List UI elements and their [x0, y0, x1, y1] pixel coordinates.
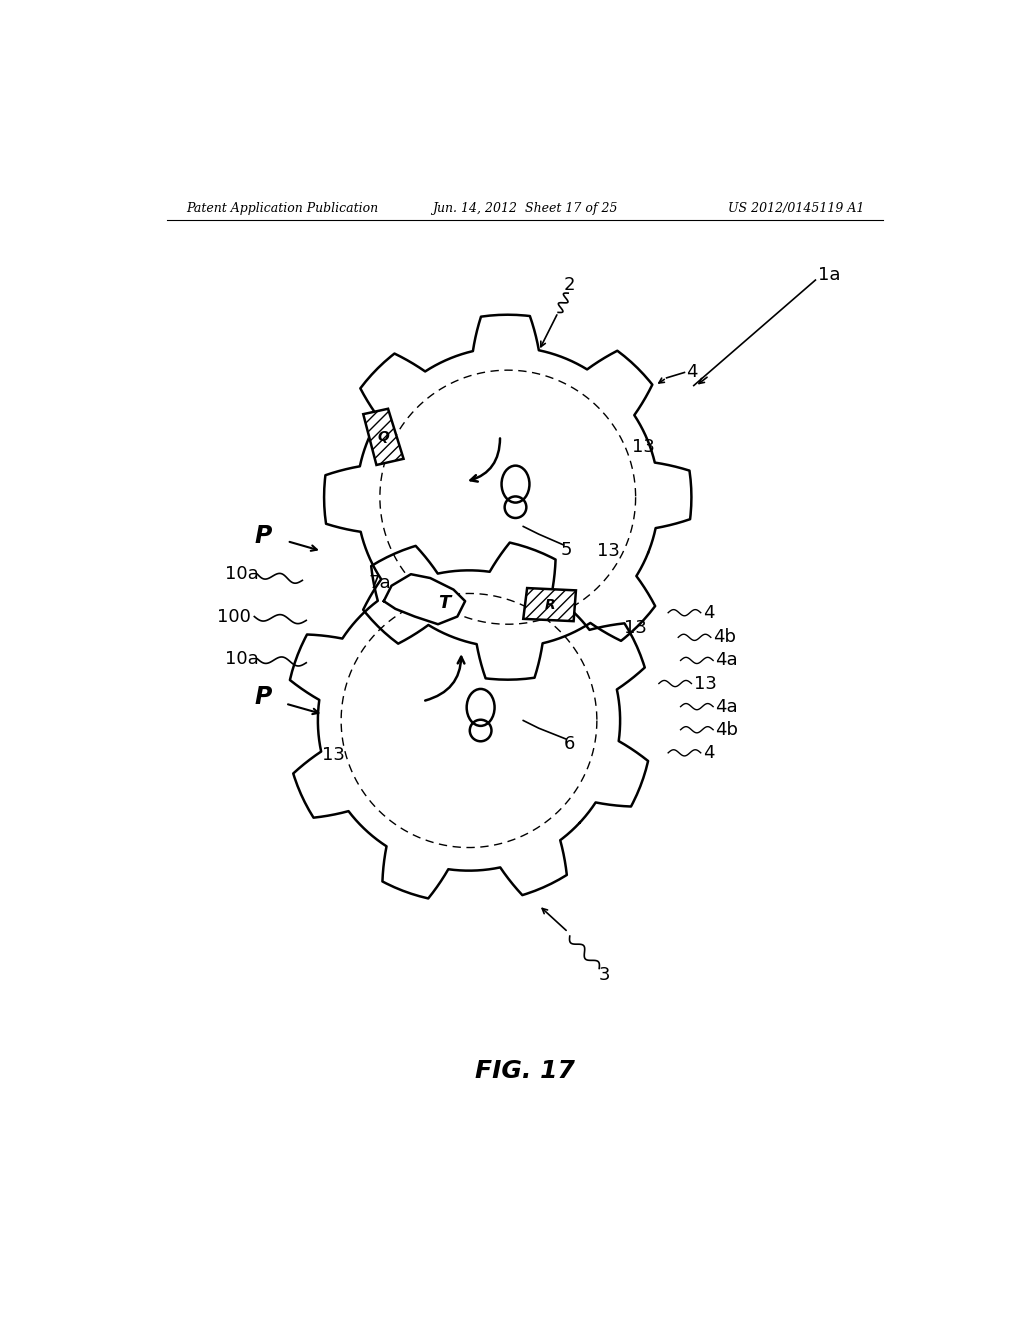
Text: 5: 5	[560, 541, 571, 558]
Polygon shape	[523, 589, 575, 622]
Text: 4: 4	[703, 603, 715, 622]
Text: 1a: 1a	[818, 267, 841, 284]
Polygon shape	[523, 589, 575, 622]
Text: T: T	[438, 594, 451, 611]
Text: 3: 3	[599, 966, 610, 983]
Text: 4: 4	[686, 363, 697, 381]
Text: R: R	[545, 598, 556, 612]
Text: Patent Application Publication: Patent Application Publication	[186, 202, 378, 215]
Text: 7a: 7a	[369, 574, 391, 593]
Text: 13: 13	[693, 675, 717, 693]
Polygon shape	[364, 409, 403, 465]
Text: 13: 13	[632, 438, 654, 457]
Text: Jun. 14, 2012  Sheet 17 of 25: Jun. 14, 2012 Sheet 17 of 25	[432, 202, 617, 215]
Text: 10a: 10a	[225, 649, 259, 668]
Text: 13: 13	[322, 746, 345, 764]
Text: Q: Q	[378, 430, 389, 445]
Text: 4a: 4a	[716, 698, 738, 715]
Text: P: P	[255, 685, 272, 709]
Text: 4a: 4a	[716, 652, 738, 669]
Text: 100: 100	[217, 607, 251, 626]
Text: 13: 13	[625, 619, 647, 638]
Text: 10a: 10a	[225, 565, 259, 583]
Text: 4: 4	[703, 744, 715, 762]
Text: US 2012/0145119 A1: US 2012/0145119 A1	[728, 202, 864, 215]
Text: 13: 13	[597, 543, 620, 560]
Text: FIG. 17: FIG. 17	[475, 1059, 574, 1082]
Polygon shape	[384, 574, 465, 624]
Text: 4b: 4b	[716, 721, 738, 739]
Text: P: P	[255, 524, 272, 548]
Text: 6: 6	[564, 735, 575, 752]
Text: 4b: 4b	[713, 628, 736, 647]
Polygon shape	[364, 409, 403, 465]
Text: 2: 2	[564, 276, 575, 294]
